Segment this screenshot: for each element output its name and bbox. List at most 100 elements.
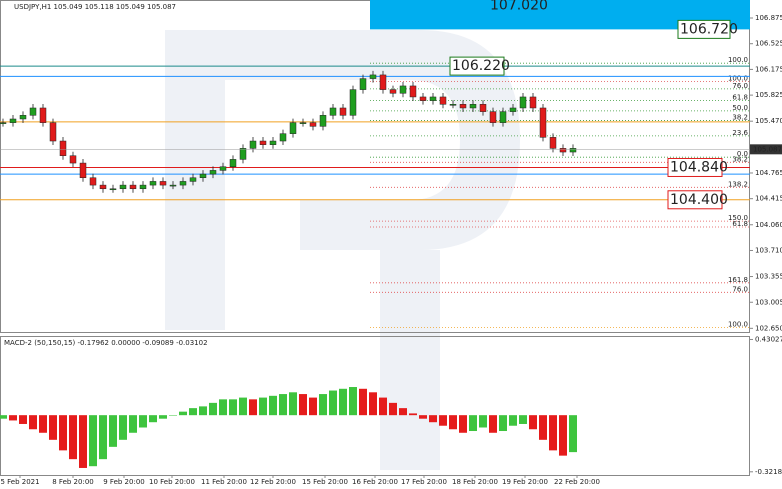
candle <box>409 85 417 98</box>
fib-label: 100.0 <box>728 321 748 329</box>
macd-bar <box>9 415 17 421</box>
macd-bar <box>199 406 207 416</box>
candle <box>89 177 97 186</box>
x-tick-label: 16 Feb 20:00 <box>352 478 398 486</box>
candle <box>219 166 227 171</box>
macd-bar <box>229 399 237 416</box>
candle <box>529 96 537 109</box>
candle <box>249 140 257 149</box>
level-label-box <box>449 56 505 76</box>
x-tick-label: 17 Feb 20:00 <box>401 478 447 486</box>
y-tick-label: 0.43027 <box>755 335 782 343</box>
candle <box>449 104 457 106</box>
macd-bar <box>539 415 547 440</box>
macd-bar <box>139 415 147 428</box>
macd-bar <box>299 394 307 416</box>
candle <box>159 181 167 186</box>
macd-bar <box>449 415 457 430</box>
candle <box>459 104 467 109</box>
x-tick-label: 15 Feb 20:00 <box>302 478 348 486</box>
x-tick-label: 9 Feb 20:00 <box>103 478 144 486</box>
candle <box>429 96 437 101</box>
macd-bar <box>289 392 297 416</box>
candle <box>109 188 117 191</box>
macd-bar <box>129 415 137 433</box>
macd-bar <box>239 397 247 416</box>
macd-bar <box>499 415 507 432</box>
last-price-label: 105.087 <box>753 145 782 153</box>
fib-label: 100.0 <box>728 75 748 83</box>
y-tick-label: 106.875 <box>755 14 782 22</box>
fib-label: 0.0 <box>737 150 748 158</box>
macd-bar <box>159 415 167 419</box>
candle <box>19 115 27 120</box>
candle <box>39 107 47 123</box>
macd-bar <box>339 388 347 416</box>
candle <box>309 122 317 127</box>
x-tick-label: 11 Feb 20:00 <box>201 478 247 486</box>
candle <box>549 137 557 149</box>
macd-bar <box>149 415 157 423</box>
macd-bar <box>419 415 427 419</box>
candle <box>189 177 197 182</box>
candle <box>129 184 137 190</box>
macd-bar <box>369 392 377 416</box>
candle <box>349 89 357 116</box>
zone-top-label: 107.020 <box>490 0 548 13</box>
macd-bar <box>459 415 467 433</box>
macd-bar <box>19 415 27 424</box>
candle <box>59 140 67 156</box>
candle <box>399 85 407 94</box>
macd-bar <box>279 394 287 416</box>
macd-bar <box>99 415 107 460</box>
level-label: 104.400 <box>670 192 728 208</box>
x-tick-label: 12 Feb 20:00 <box>250 478 296 486</box>
candle <box>289 122 297 134</box>
candle <box>509 107 517 112</box>
y-tick-label: 103.355 <box>755 273 782 281</box>
candle <box>49 122 57 142</box>
macd-bar <box>109 415 117 447</box>
candle <box>269 140 277 145</box>
candle <box>169 184 177 187</box>
candle <box>519 96 527 109</box>
candle <box>139 184 147 190</box>
fib-label: 50.0 <box>732 104 748 112</box>
fib-label: 76.0 <box>732 285 748 293</box>
macd-bar <box>329 390 337 416</box>
level-label: 106.220 <box>452 58 510 74</box>
candle <box>259 140 267 145</box>
candle <box>79 162 87 179</box>
x-tick-label: 5 Feb 2021 <box>0 478 39 486</box>
candle <box>149 181 157 186</box>
macd-bar <box>79 415 87 468</box>
zone-label-box <box>677 19 731 39</box>
candle <box>99 184 107 190</box>
macd-bar <box>249 399 257 416</box>
level-label-box <box>667 157 723 177</box>
candle <box>539 107 547 138</box>
macd-bar <box>39 415 47 433</box>
macd-title: MACD-2 (50,150,15) -0.17962 0.00000 -0.0… <box>4 339 208 347</box>
macd-bar <box>89 415 97 467</box>
macd-bar <box>569 415 577 453</box>
macd-bar <box>49 415 57 440</box>
y-tick-label: 104.415 <box>755 195 782 203</box>
macd-bar <box>169 415 177 416</box>
fib-label: 23.6 <box>732 129 748 137</box>
candle <box>379 74 387 90</box>
fib-label: 150.0 <box>728 214 748 222</box>
y-tick-label: 102.650 <box>755 324 782 332</box>
macd-bar <box>189 408 197 416</box>
macd-bar <box>399 408 407 416</box>
candle <box>389 89 397 94</box>
candle <box>469 104 477 109</box>
candle <box>369 74 377 79</box>
macd-bar <box>439 415 447 426</box>
macd-bar <box>219 399 227 416</box>
candle <box>119 184 127 190</box>
candle <box>229 159 237 167</box>
macd-bar <box>359 388 367 416</box>
candle <box>419 96 427 101</box>
